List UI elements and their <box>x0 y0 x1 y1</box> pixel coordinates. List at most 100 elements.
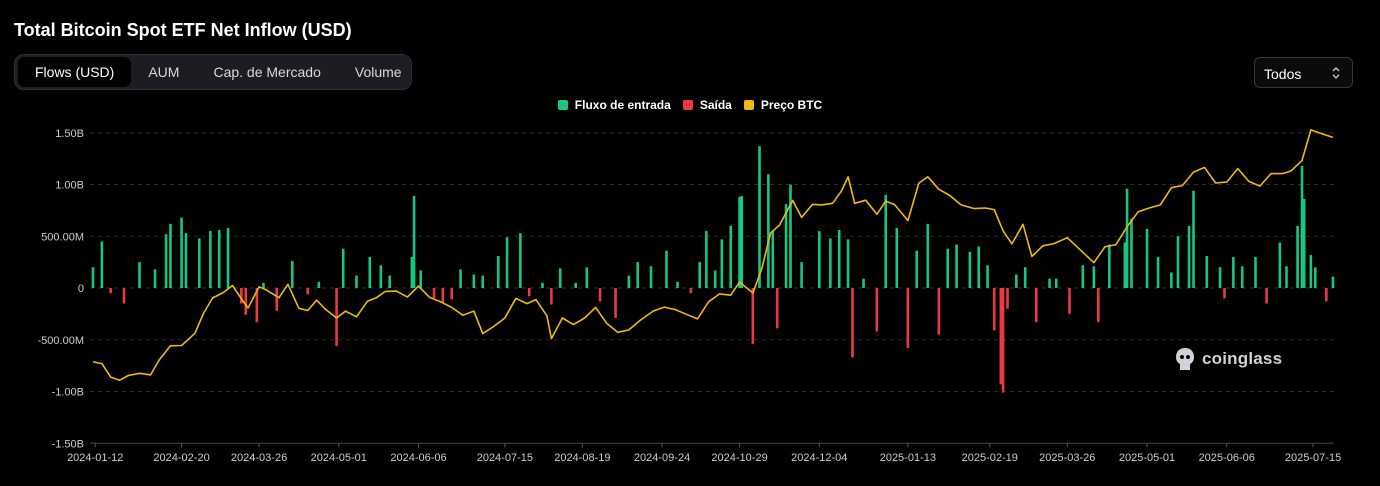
coinglass-watermark: coinglass <box>1173 346 1282 372</box>
outflow-bar <box>240 288 243 304</box>
page-title: Total Bitcoin Spot ETF Net Inflow (USD) <box>14 20 352 40</box>
x-axis-ticks: 2024-01-12 2024-02-20 2024-03-26 2024-05-01… <box>67 443 1341 464</box>
inflow-bar <box>180 217 183 288</box>
inflow-bar <box>412 195 416 288</box>
inflow-bar <box>472 274 476 288</box>
inflow-bar <box>585 267 589 288</box>
view-tabs: Flows (USD) AUM Cap. de Mercado Volume <box>14 54 412 90</box>
outflow-bar <box>255 288 259 323</box>
inflow-bar <box>771 231 775 288</box>
outflow-bar <box>906 288 910 349</box>
outflow-bar <box>109 288 113 294</box>
outflow-bar <box>775 288 779 329</box>
outflow-bar <box>450 288 454 300</box>
outflow-bar <box>937 288 941 335</box>
inflow-bar <box>1331 276 1335 288</box>
inflow-bar <box>1232 256 1235 288</box>
inflow-bar <box>388 275 392 288</box>
inflow-bar <box>698 262 702 288</box>
inflow-bar <box>846 239 850 288</box>
x-tick-label: 2025-07-15 <box>1285 452 1341 464</box>
inflow-bar <box>1254 256 1257 288</box>
inflow-bar <box>1170 272 1173 288</box>
inflow-bar <box>317 281 321 288</box>
inflow-bar <box>419 270 423 288</box>
inflow-bar <box>649 266 653 288</box>
inflow-bar <box>1015 274 1018 288</box>
inflow-bar <box>676 281 679 288</box>
inflow-bar <box>197 238 201 288</box>
inflow-bar <box>341 248 345 288</box>
inflow-bar <box>368 256 372 288</box>
inflow-bar <box>1278 242 1282 288</box>
inflow-bar <box>1285 266 1288 288</box>
inflow-bar <box>459 269 462 288</box>
inflow-bar <box>1187 225 1191 288</box>
inflow-bar <box>968 251 972 288</box>
inflow-bar <box>262 282 265 288</box>
legend-item-btc-price[interactable]: Preço BTC <box>743 98 822 112</box>
outflow-bar <box>614 288 617 319</box>
outflow-bar <box>689 288 693 294</box>
outflow-bar <box>306 288 310 295</box>
outflow-bar <box>751 288 755 344</box>
inflow-bar <box>481 275 485 288</box>
inflow-bar <box>1176 236 1180 288</box>
inflow-bar <box>1145 229 1149 288</box>
inflow-bar <box>627 275 631 288</box>
x-tick-label: 2024-12-04 <box>791 452 847 464</box>
outflow-bar <box>1096 288 1100 323</box>
legend-item-inflow[interactable]: Fluxo de entrada <box>557 98 671 112</box>
y-tick-label: -1.00B <box>52 387 84 399</box>
time-range-select[interactable]: Todos <box>1254 57 1353 88</box>
inflow-bar <box>138 262 141 288</box>
inflow-bar <box>758 146 761 288</box>
inflow-bar <box>217 230 221 288</box>
inflow-bar <box>817 231 821 288</box>
x-tick-label: 2025-01-13 <box>880 452 936 464</box>
inflow-bar <box>1309 254 1313 288</box>
inflow-bar <box>379 265 383 288</box>
tab-flows-usd[interactable]: Flows (USD) <box>18 57 132 87</box>
inflow-bar <box>1205 255 1209 288</box>
outflow-bar <box>122 288 126 304</box>
inflow-bar <box>1302 198 1306 288</box>
inflow-bar <box>1296 225 1299 288</box>
outflow-bar <box>432 288 436 299</box>
x-tick-label: 2025-05-01 <box>1119 452 1175 464</box>
inflow-bar <box>713 270 717 288</box>
inflow-bar <box>209 231 212 288</box>
inflow-bar <box>1156 256 1160 288</box>
y-tick-label: -1.50B <box>52 438 84 450</box>
y-axis-ticks: 1.50B 1.00B 500.00M 0 -500.00M -1.00B -1.50B <box>38 128 84 451</box>
outflow-bar <box>875 288 879 332</box>
sort-arrows-icon <box>1332 67 1340 79</box>
legend-swatch-inflow <box>557 100 568 110</box>
tab-market-cap[interactable]: Cap. de Mercado <box>213 64 321 80</box>
outflow-bar <box>1068 288 1071 314</box>
inflow-bar <box>915 250 919 288</box>
y-tick-label: 1.50B <box>55 128 84 140</box>
x-tick-label: 2024-02-20 <box>153 452 209 464</box>
inflow-bar <box>729 225 733 288</box>
x-tick-label: 2024-01-12 <box>67 452 123 464</box>
outflow-bar <box>851 288 854 358</box>
time-range-value: Todos <box>1264 66 1302 82</box>
legend-item-outflow[interactable]: Saída <box>682 98 732 112</box>
inflow-bar <box>800 262 803 288</box>
legend-swatch-outflow <box>682 100 693 110</box>
tab-volume[interactable]: Volume <box>354 64 402 80</box>
inflow-bar <box>574 282 578 288</box>
legend-label-outflow: Saída <box>699 98 732 112</box>
tab-aum[interactable]: AUM <box>148 64 180 80</box>
inflow-bar <box>986 265 989 288</box>
outflow-bar <box>999 288 1003 385</box>
inflow-bar <box>740 195 744 288</box>
inflow-bar <box>784 204 788 288</box>
inflow-bar <box>884 194 888 288</box>
outflow-bar <box>1001 288 1005 393</box>
inflow-bar <box>169 223 172 288</box>
legend-label-inflow: Fluxo de entrada <box>574 98 671 112</box>
x-tick-label: 2024-06-06 <box>390 452 446 464</box>
inflow-bar <box>1054 278 1058 288</box>
